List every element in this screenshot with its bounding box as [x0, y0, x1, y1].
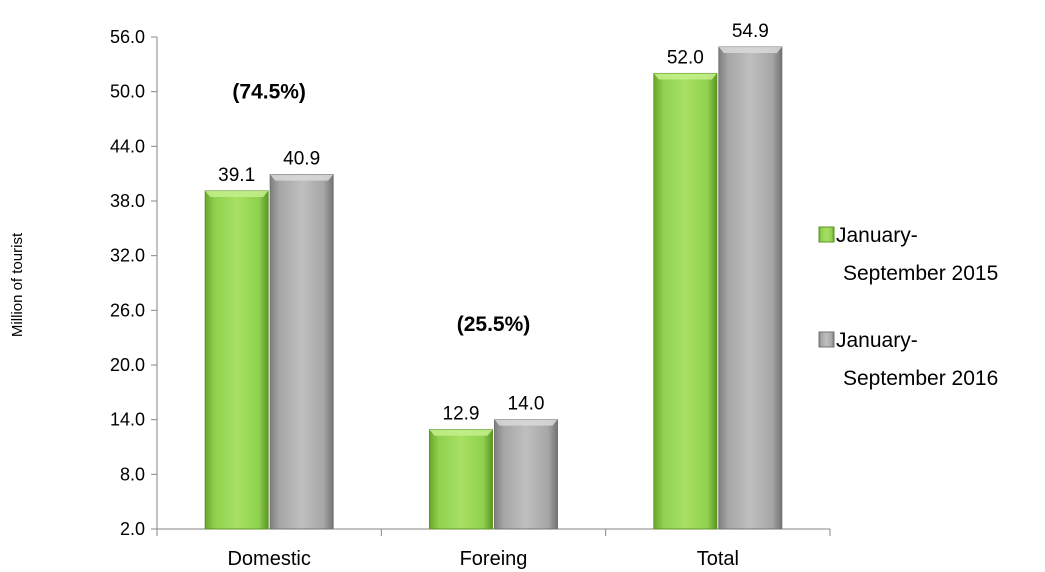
data-label: 12.9 — [443, 404, 480, 425]
legend-label-2015-line1: January- — [836, 224, 918, 247]
data-label: 54.9 — [732, 21, 769, 42]
data-label: 52.0 — [667, 47, 704, 68]
x-tick-label: Total — [697, 548, 739, 570]
y-tick-label: 14.0 — [110, 410, 145, 430]
x-tick-label: Foreing — [460, 548, 528, 570]
legend-swatch-2016 — [818, 331, 835, 348]
y-tick-label: 50.0 — [110, 82, 145, 102]
share-annotation: (25.5%) — [457, 313, 531, 336]
y-tick-label: 26.0 — [110, 300, 145, 320]
bar — [204, 190, 269, 530]
y-tick-label: 38.0 — [110, 191, 145, 211]
y-tick-label: 56.0 — [110, 27, 145, 47]
bar — [718, 46, 783, 530]
legend-entry-2016: January- September 2016 — [818, 329, 998, 390]
bar — [494, 419, 558, 530]
axes: 2.0 8.0 14.0 20.0 26.0 32.0 38.0 44.0 50.0 56.0 Do… — [110, 27, 831, 570]
bar — [653, 72, 718, 530]
bar-bevel — [429, 429, 493, 436]
y-tick-label: 20.0 — [110, 355, 145, 375]
bar — [429, 429, 493, 530]
bar-bevel — [205, 190, 269, 197]
bar-bevel — [494, 419, 558, 426]
bar-bevel — [718, 47, 782, 54]
y-tick-label: 2.0 — [120, 519, 145, 539]
bar-bevel — [653, 73, 717, 80]
y-tick-label: 32.0 — [110, 246, 145, 266]
y-axis-label: Million of tourist — [9, 232, 26, 337]
bars — [204, 46, 783, 530]
data-label: 40.9 — [283, 149, 320, 170]
legend-swatch-2015 — [818, 226, 835, 243]
bar-bevel — [270, 174, 334, 181]
x-tick-label: Domestic — [227, 548, 310, 570]
legend-label-2016-line2: September 2016 — [843, 367, 998, 390]
share-annotation: (74.5%) — [232, 81, 306, 104]
labels: 39.1 40.9 12.9 14.0 52.0 54.9 (74.5%) (25.5%) — [218, 21, 769, 425]
y-tick-label: 8.0 — [120, 464, 145, 484]
data-label: 39.1 — [218, 165, 255, 186]
legend-label-2015-line2: September 2015 — [843, 262, 998, 285]
legend: January- September 2015 January- Septemb… — [818, 224, 998, 390]
bar — [269, 174, 334, 530]
y-tick-label: 44.0 — [110, 136, 145, 156]
legend-entry-2015: January- September 2015 — [818, 224, 998, 285]
legend-label-2016-line1: January- — [836, 329, 918, 352]
data-label: 14.0 — [508, 394, 545, 415]
